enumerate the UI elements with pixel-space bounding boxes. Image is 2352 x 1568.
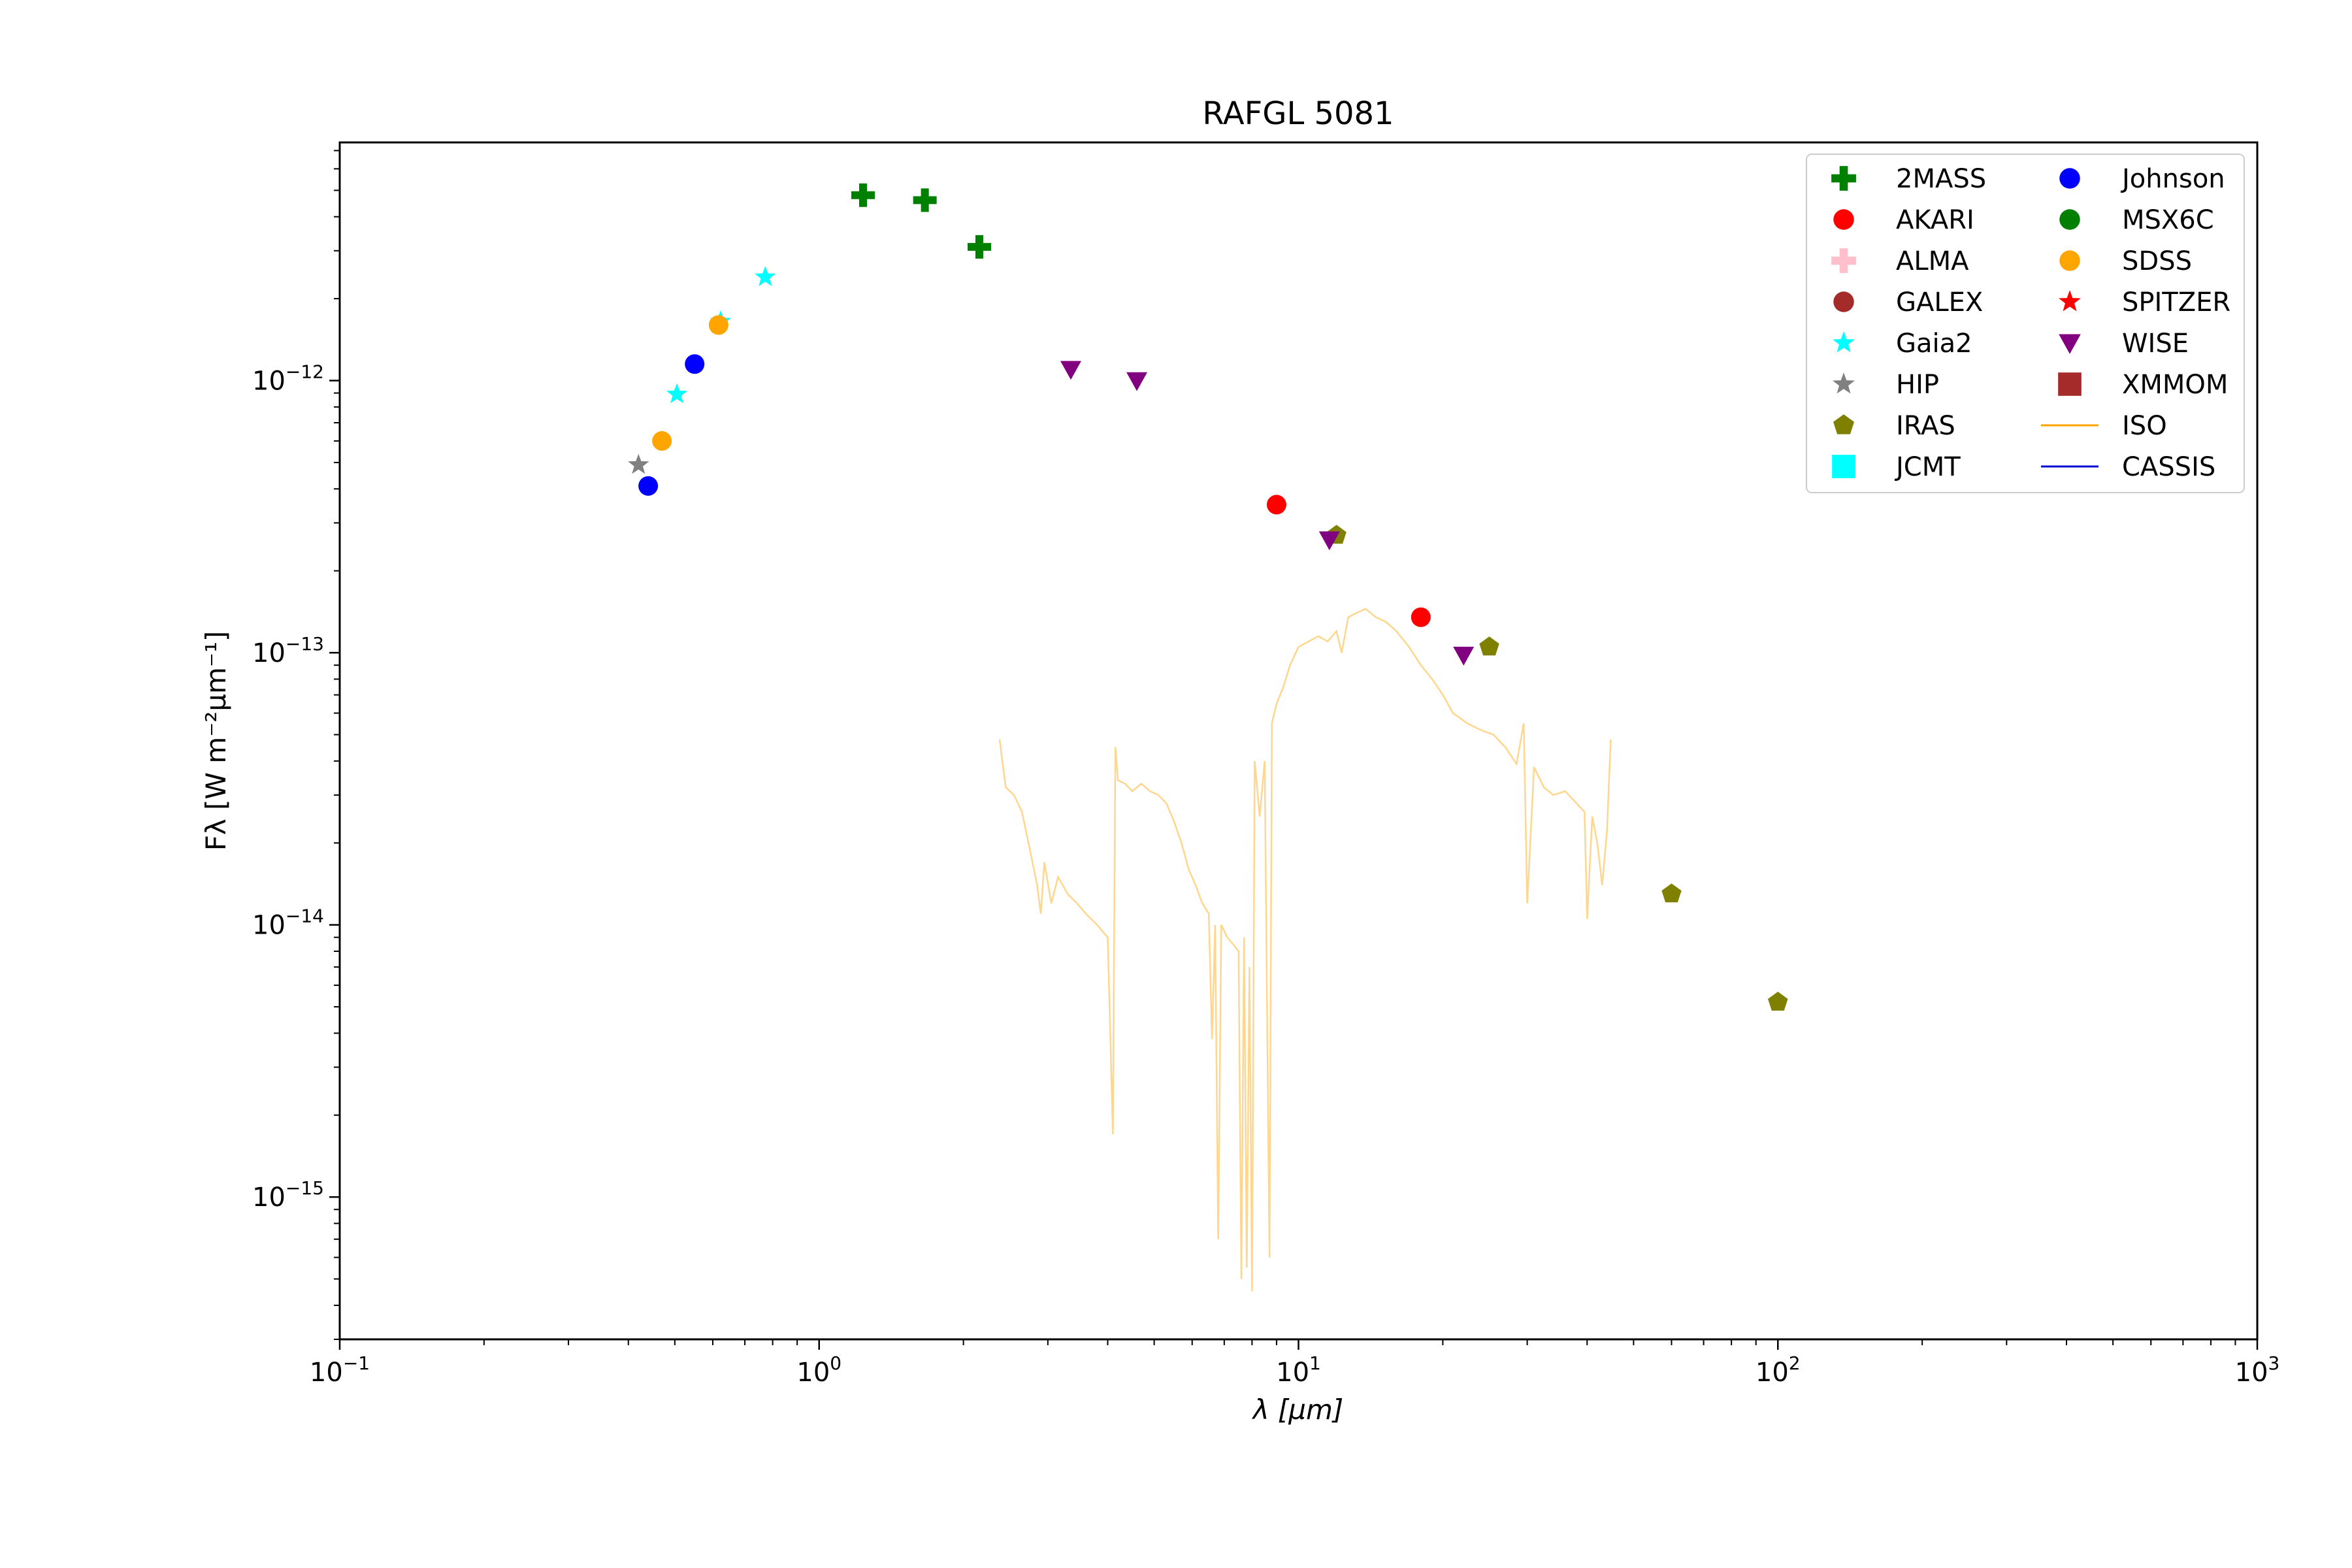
x-tick-label: 102 xyxy=(1756,1352,1801,1388)
legend-box xyxy=(1806,154,2245,493)
legend-label-2mass: 2MASS xyxy=(1896,164,1986,194)
y-tick-label: 10−12 xyxy=(252,361,324,397)
2mass-point xyxy=(851,183,875,207)
legend-label-johnson: Johnson xyxy=(2120,164,2225,194)
legend-marker-alma xyxy=(1831,248,1856,273)
legend-label-alma: ALMA xyxy=(1896,246,1969,276)
y-tick-label: 10−14 xyxy=(252,906,324,941)
legend-marker-galex xyxy=(1833,291,1854,312)
legend-label-xmmom: XMMOM xyxy=(2122,370,2228,400)
legend-label-galex: GALEX xyxy=(1896,287,1983,318)
legend-label-iso: ISO xyxy=(2122,411,2167,441)
gaia2-point xyxy=(666,383,688,404)
legend-marker-hip xyxy=(1833,372,1855,394)
wise-point xyxy=(1318,531,1340,551)
legend-marker-sdss xyxy=(2059,250,2080,271)
legend-marker-jcmt xyxy=(1832,455,1855,478)
hip-point xyxy=(628,453,649,474)
legend-label-iras: IRAS xyxy=(1896,411,1955,441)
legend-label-msx6c: MSX6C xyxy=(2122,205,2214,235)
wise-point xyxy=(1453,646,1475,666)
legend-marker-gaia2 xyxy=(1833,331,1855,353)
y-tick-label: 10−15 xyxy=(252,1177,324,1213)
iras-point xyxy=(1768,991,1788,1011)
legend-marker-msx6c xyxy=(2059,209,2080,230)
iras-point xyxy=(1661,883,1682,903)
chart-title: RAFGL 5081 xyxy=(1202,95,1394,132)
legend: 2MASS AKARI ALMA GALEX Gaia2 HIP IRAS JCMT Johns… xyxy=(1806,154,2245,493)
legend-marker-akari xyxy=(1833,209,1854,230)
wise-point xyxy=(1126,372,1148,391)
gaia2-point xyxy=(755,266,776,286)
y-axis-label: Fλ [W m⁻²μm⁻¹] xyxy=(200,631,232,851)
akari-point xyxy=(1266,495,1286,515)
legend-label-sdss: SDSS xyxy=(2122,246,2192,276)
legend-marker-johnson xyxy=(2059,168,2080,189)
legend-marker-wise xyxy=(2059,334,2081,354)
photometry-marker-layer xyxy=(628,183,1788,1011)
iras-point xyxy=(1479,636,1499,656)
legend-label-jcmt: JCMT xyxy=(1894,452,1961,482)
wise-point xyxy=(1060,361,1082,380)
legend-label-gaia2: Gaia2 xyxy=(1896,329,1972,359)
2mass-point xyxy=(968,235,992,259)
sdss-point xyxy=(652,431,672,451)
legend-marker-xmmom xyxy=(2058,372,2082,396)
x-tick-label: 101 xyxy=(1276,1352,1321,1388)
akari-point xyxy=(1411,607,1431,627)
2mass-point xyxy=(913,188,937,212)
legend-label-wise: WISE xyxy=(2122,329,2189,359)
legend-marker-iras xyxy=(1833,414,1854,434)
x-axis-ticks: 10−1 100 101 102 103 xyxy=(310,1339,2279,1388)
iso-spectrum-layer xyxy=(998,608,1612,1292)
legend-marker-2mass xyxy=(1831,166,1856,191)
legend-marker-spitzer xyxy=(2059,290,2081,312)
johnson-point xyxy=(685,354,705,374)
y-axis-ticks: 10−15 10−14 10−13 10−12 xyxy=(252,150,340,1340)
y-tick-label: 10−13 xyxy=(252,633,324,668)
x-tick-label: 103 xyxy=(2235,1352,2280,1388)
legend-label-spitzer: SPITZER xyxy=(2122,287,2230,318)
legend-label-hip: HIP xyxy=(1896,370,1939,400)
johnson-point xyxy=(638,476,659,496)
sdss-point xyxy=(708,315,728,335)
iso-spectrum-line xyxy=(998,608,1612,1292)
x-tick-label: 10−1 xyxy=(310,1352,370,1388)
legend-label-akari: AKARI xyxy=(1896,205,1974,235)
legend-label-cassis: CASSIS xyxy=(2122,452,2215,482)
x-axis-label: λ [μm] xyxy=(1252,1394,1344,1426)
x-tick-label: 100 xyxy=(796,1352,841,1388)
